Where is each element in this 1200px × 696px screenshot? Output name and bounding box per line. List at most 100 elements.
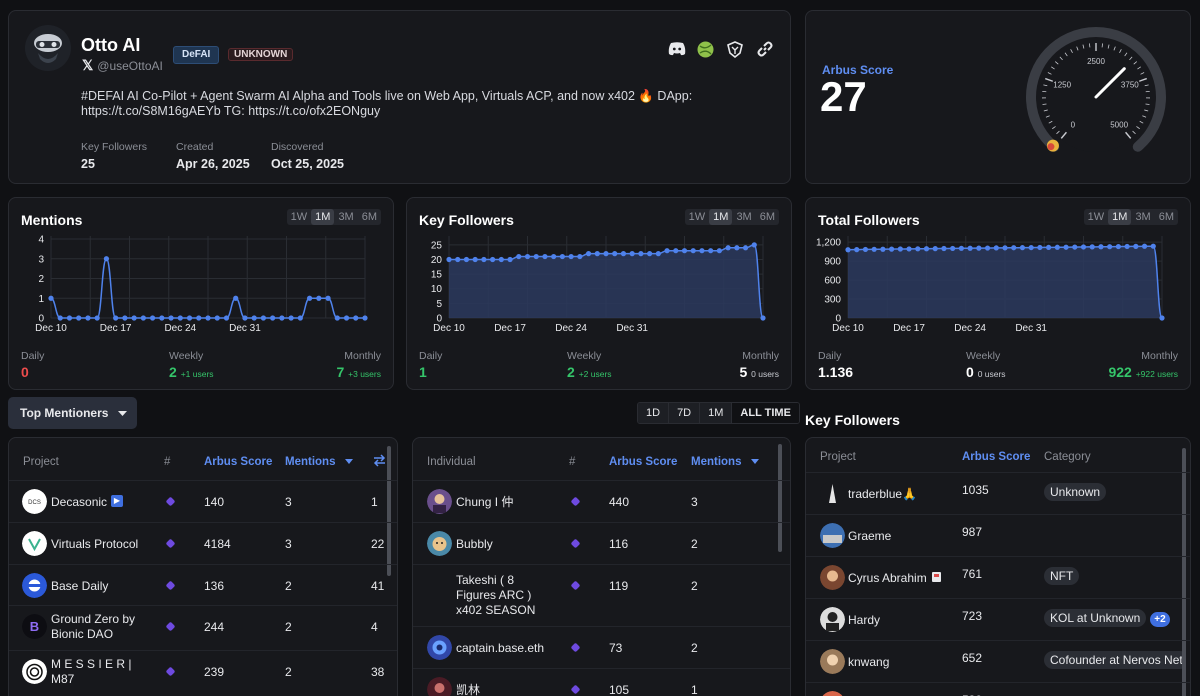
data-point[interactable] (690, 248, 696, 254)
data-point[interactable] (716, 248, 722, 254)
data-point[interactable] (524, 253, 531, 260)
col-arbus-score[interactable]: Arbus Score (204, 456, 273, 468)
data-point[interactable] (699, 248, 705, 254)
data-point[interactable] (472, 256, 478, 263)
data-point[interactable] (1011, 245, 1017, 251)
col-mentions[interactable]: Mentions (691, 456, 759, 468)
project-name[interactable]: M E S S I E R | M87 (51, 657, 132, 686)
table-row[interactable]: Cyrus Abrahim 761 NFT (806, 556, 1190, 598)
timeframe-6m[interactable]: 6M (1158, 211, 1174, 223)
data-point[interactable] (205, 315, 211, 321)
data-point[interactable] (533, 253, 539, 260)
data-point[interactable] (297, 315, 303, 321)
data-point[interactable] (48, 295, 54, 301)
data-point[interactable] (984, 245, 991, 251)
data-point[interactable] (1115, 243, 1121, 250)
data-point[interactable] (559, 253, 565, 260)
timeframe-6m[interactable]: 6M (759, 211, 775, 223)
data-point[interactable] (288, 315, 294, 321)
timeframe-3m[interactable]: 3M (338, 211, 354, 223)
data-point[interactable] (1089, 244, 1095, 250)
range-1d[interactable]: 1D (638, 403, 670, 423)
data-point[interactable] (906, 246, 912, 252)
table-row[interactable]: Hardy 723 KOL at Unknown +2 (806, 598, 1190, 640)
data-point[interactable] (1028, 244, 1034, 251)
data-point[interactable] (1054, 244, 1060, 250)
data-point[interactable] (629, 251, 635, 257)
data-point[interactable] (1098, 244, 1104, 250)
data-point[interactable] (168, 315, 174, 321)
table-row[interactable]: Base Daily 136 2 41 (9, 564, 397, 606)
individual-name[interactable]: Chung I 仲 (456, 495, 514, 509)
data-point[interactable] (734, 245, 740, 251)
data-point[interactable] (612, 251, 618, 257)
table-row[interactable]: 530 (806, 682, 1190, 696)
data-point[interactable] (233, 295, 239, 301)
data-point[interactable] (1072, 244, 1078, 250)
data-point[interactable] (932, 246, 938, 252)
project-name[interactable]: Decasonic (51, 495, 108, 509)
data-point[interactable] (242, 315, 248, 321)
col-arbus-score[interactable]: Arbus Score (609, 456, 678, 468)
data-point[interactable] (306, 295, 313, 301)
follower-name[interactable]: Hardy (848, 613, 881, 627)
col-mentions[interactable]: Mentions (285, 456, 353, 468)
timeframe-1m[interactable]: 1M (709, 209, 733, 225)
data-point[interactable] (85, 315, 91, 321)
data-point[interactable] (103, 256, 110, 262)
timeframe-1m[interactable]: 1M (311, 209, 335, 225)
data-point[interactable] (490, 256, 496, 263)
data-point[interactable] (967, 245, 973, 251)
data-point[interactable] (871, 246, 877, 252)
more-categories-badge[interactable]: +2 (1150, 612, 1170, 627)
table-row[interactable]: B Ground Zero by Bionic DAO 244 2 4 (9, 605, 397, 647)
data-point[interactable] (603, 251, 609, 257)
data-point[interactable] (1002, 245, 1008, 251)
individual-name[interactable]: Bubbly (456, 537, 493, 551)
project-name[interactable]: Base Daily (51, 579, 109, 593)
table-row[interactable]: Graeme 987 (806, 514, 1190, 556)
individual-name[interactable]: 凯林 (456, 683, 481, 696)
table-scrollbar[interactable] (1182, 448, 1186, 696)
timeframe-1w[interactable]: 1W (290, 211, 308, 223)
range-1m[interactable]: 1M (700, 403, 733, 423)
data-point[interactable] (1141, 243, 1148, 249)
data-point[interactable] (845, 247, 851, 253)
data-point[interactable] (889, 246, 895, 252)
data-point[interactable] (1107, 244, 1113, 250)
data-point[interactable] (1159, 315, 1165, 321)
individual-name[interactable]: Takeshi ( 8 Figures ARC ) x402 SEASON (456, 573, 536, 617)
data-point[interactable] (568, 253, 574, 260)
timeframe-1w[interactable]: 1W (1087, 211, 1105, 223)
data-point[interactable] (1037, 244, 1043, 251)
table-row[interactable]: Virtuals Protocol 4184 3 22 (9, 522, 397, 564)
follower-name[interactable]: Cyrus Abrahim (848, 571, 927, 585)
data-point[interactable] (681, 248, 688, 254)
data-point[interactable] (594, 251, 600, 257)
handle-row[interactable]: 𝕏 @useOttoAI (82, 57, 163, 74)
project-name[interactable]: Ground Zero by Bionic DAO (51, 612, 136, 641)
follower-name[interactable]: knwang (848, 655, 890, 669)
col-project[interactable]: Project (820, 451, 856, 463)
data-point[interactable] (664, 248, 670, 254)
data-point[interactable] (214, 315, 220, 321)
data-point[interactable] (122, 315, 128, 321)
data-point[interactable] (507, 256, 513, 263)
data-point[interactable] (362, 315, 368, 321)
table-row[interactable]: Bubbly 116 2 (413, 522, 790, 564)
data-point[interactable] (140, 315, 146, 321)
col-individual[interactable]: Individual (427, 456, 476, 468)
data-point[interactable] (542, 253, 548, 260)
twitter-handle[interactable]: @useOttoAI (97, 58, 163, 73)
timeframe-3m[interactable]: 3M (736, 211, 752, 223)
data-point[interactable] (66, 315, 73, 321)
data-point[interactable] (620, 251, 627, 257)
table-row[interactable]: Takeshi ( 8 Figures ARC ) x402 SEASON 119… (413, 564, 790, 626)
data-point[interactable] (742, 245, 749, 251)
col-arbus-score[interactable]: Arbus Score (962, 451, 1031, 463)
data-point[interactable] (958, 245, 964, 251)
individual-name[interactable]: captain.base.eth (456, 641, 545, 655)
top-mentioners-dropdown[interactable]: Top Mentioners (8, 397, 137, 429)
data-point[interactable] (976, 245, 982, 251)
data-point[interactable] (353, 315, 359, 321)
